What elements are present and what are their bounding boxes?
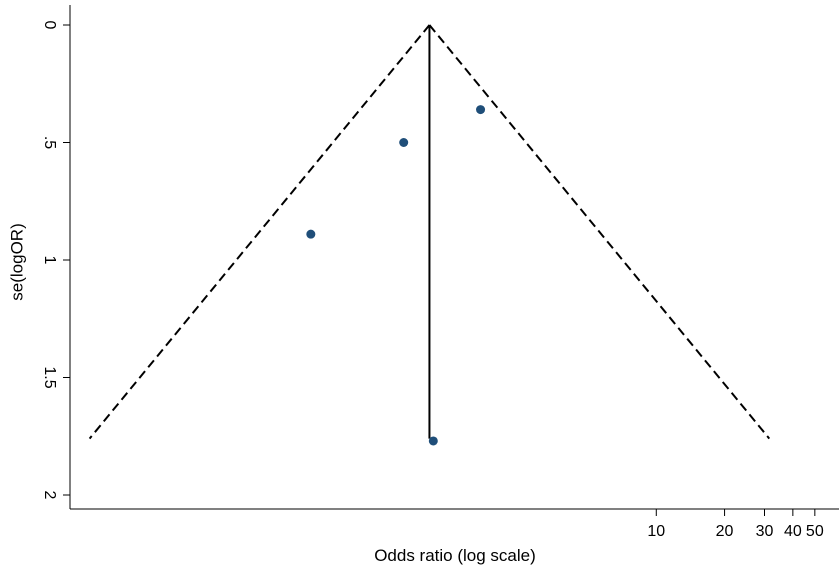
x-tick-label: 10	[647, 523, 665, 540]
funnel-left-boundary	[90, 25, 430, 439]
funnel-lines	[90, 25, 770, 439]
y-ticks: 0 .5 1 1.5 2	[41, 21, 70, 500]
study-point	[399, 138, 408, 147]
x-tick-label: 30	[756, 523, 774, 540]
x-tick-label: 50	[806, 523, 824, 540]
y-axis-title: se(logOR)	[7, 223, 26, 300]
axes	[70, 5, 839, 509]
data-points	[306, 105, 485, 445]
funnel-right-boundary	[429, 25, 769, 439]
x-axis-title: Odds ratio (log scale)	[374, 546, 536, 565]
x-tick-label: 40	[784, 523, 802, 540]
study-point	[429, 436, 438, 445]
study-point	[476, 105, 485, 114]
x-tick-label: 20	[716, 523, 734, 540]
y-tick-label: 1	[41, 256, 58, 265]
y-tick-label: 1.5	[41, 366, 58, 388]
study-point	[306, 230, 315, 239]
y-tick-label: 2	[41, 491, 58, 500]
x-ticks: 10 20 30 40 50	[647, 509, 823, 540]
y-tick-label: 0	[41, 21, 58, 30]
y-tick-label: .5	[41, 136, 58, 149]
